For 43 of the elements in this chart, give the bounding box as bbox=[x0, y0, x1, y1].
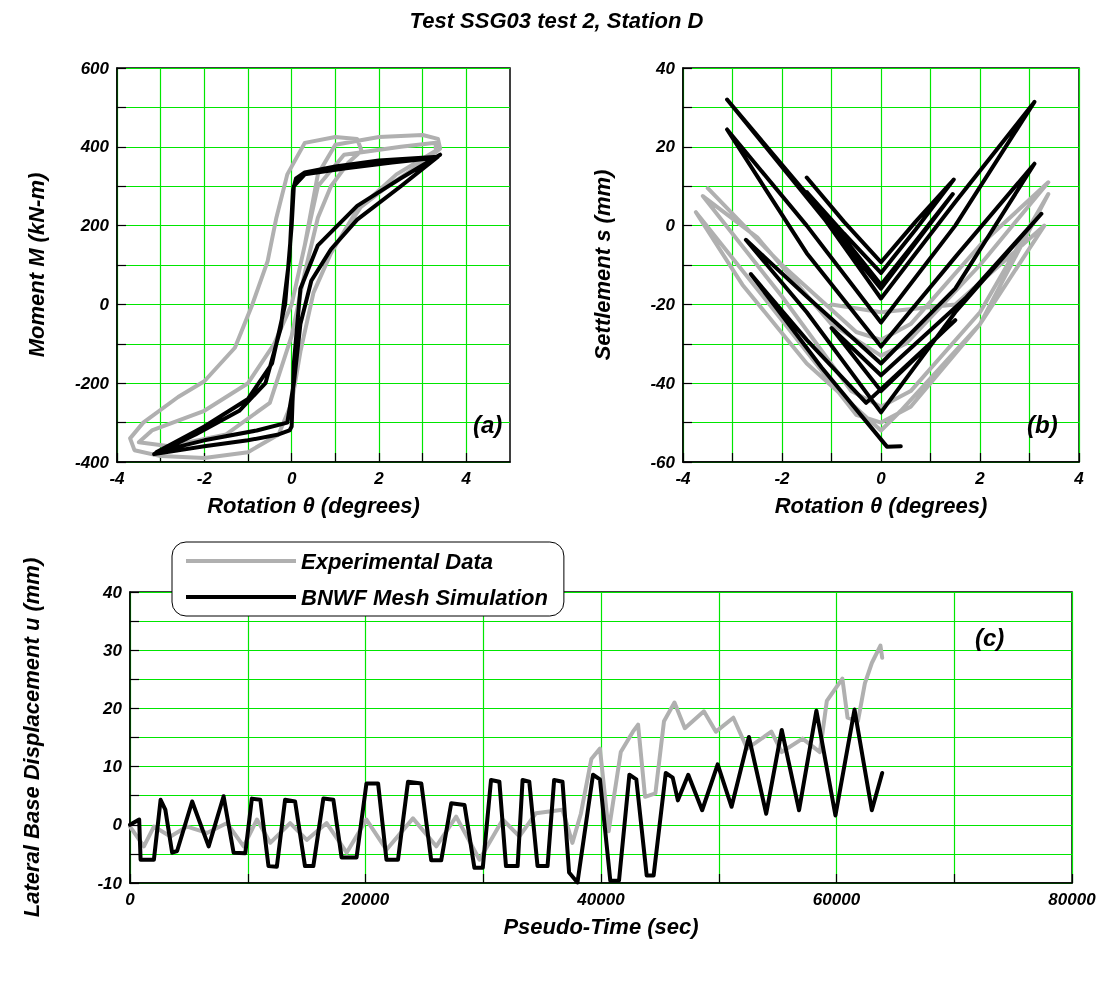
x-tick-label: 0 bbox=[876, 469, 887, 488]
text: Test SSG03 test 2, Station D bbox=[408, 8, 705, 34]
y-tick-label: -20 bbox=[650, 294, 676, 314]
y-tick-label: 400 bbox=[79, 137, 110, 157]
x-axis-title: Rotation θ (degrees) bbox=[207, 492, 420, 518]
x-tick-label: -2 bbox=[774, 469, 791, 488]
y-tick-label: 20 bbox=[102, 698, 123, 718]
x-axis-title: Pseudo-Time (sec) bbox=[503, 913, 699, 939]
x-tick-label: 2 bbox=[974, 469, 986, 488]
x-tick-label: 4 bbox=[460, 469, 472, 488]
y-tick-label: 0 bbox=[99, 294, 110, 314]
y-tick-label: -40 bbox=[650, 373, 676, 393]
y-tick-label: 0 bbox=[665, 216, 676, 236]
x-tick-label: -4 bbox=[109, 469, 126, 488]
y-axis-title: Lateral Base Displacement u (mm) bbox=[18, 557, 44, 918]
x-tick-label: 80000 bbox=[1048, 890, 1097, 909]
y-tick-label: 40 bbox=[655, 58, 676, 78]
x-tick-label: 4 bbox=[1073, 469, 1085, 488]
y-tick-label: 0 bbox=[112, 815, 123, 835]
y-tick-label: 200 bbox=[79, 216, 110, 236]
annotation: (c) bbox=[975, 623, 1005, 651]
x-tick-label: 40000 bbox=[576, 890, 626, 909]
y-tick-label: 600 bbox=[80, 58, 110, 78]
y-axis-title: Settlement s (mm) bbox=[589, 169, 615, 361]
legend-label: Experimental Data bbox=[301, 548, 493, 574]
y-tick-label: -60 bbox=[650, 452, 676, 472]
y-axis-title: Moment M (kN-m) bbox=[23, 172, 49, 358]
y-tick-label: -400 bbox=[74, 452, 110, 472]
y-tick-label: -10 bbox=[97, 873, 123, 893]
x-tick-label: -4 bbox=[675, 469, 692, 488]
x-tick-label: 0 bbox=[286, 469, 297, 488]
y-tick-label: 40 bbox=[102, 582, 123, 602]
x-tick-label: 0 bbox=[125, 890, 136, 909]
y-tick-label: 20 bbox=[655, 137, 676, 157]
x-tick-label: 60000 bbox=[812, 890, 861, 909]
x-tick-label: -2 bbox=[196, 469, 213, 488]
x-tick-label: 20000 bbox=[340, 890, 390, 909]
y-tick-label: 30 bbox=[103, 640, 123, 660]
x-axis-title: Rotation θ (degrees) bbox=[774, 492, 988, 518]
x-tick-label: 2 bbox=[373, 469, 385, 488]
y-tick-label: -200 bbox=[74, 373, 110, 393]
y-tick-label: 10 bbox=[103, 757, 123, 777]
legend-label: BNWF Mesh Simulation bbox=[301, 584, 548, 610]
